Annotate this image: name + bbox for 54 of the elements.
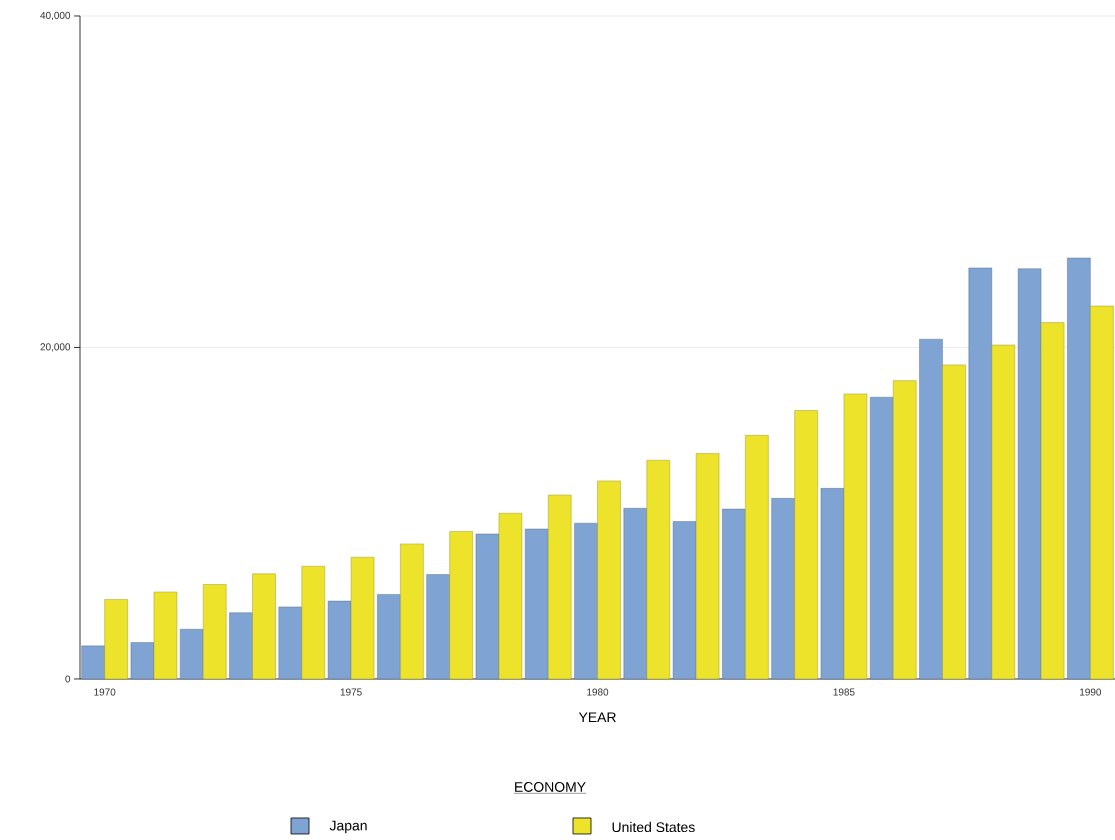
- bar: [525, 528, 549, 680]
- bar: [1040, 322, 1065, 680]
- legend-label: United States: [612, 821, 695, 833]
- bar: [498, 513, 523, 680]
- bar: [574, 522, 598, 680]
- bar: [745, 435, 769, 680]
- bar: [1090, 305, 1114, 680]
- legend-label: Japan: [329, 820, 367, 834]
- bar: [426, 574, 450, 680]
- x-axis-title: YEAR: [578, 712, 616, 722]
- bar: [597, 480, 621, 680]
- y-tick-label: 40,000: [40, 11, 71, 21]
- bar: [695, 453, 720, 680]
- bar: [1017, 268, 1042, 680]
- bar: [843, 393, 868, 680]
- bar: [991, 344, 1015, 680]
- bar: [623, 508, 647, 680]
- bar: [722, 508, 746, 680]
- x-tick-label: 1970: [94, 688, 116, 696]
- bar: [870, 397, 894, 680]
- bar: [153, 591, 178, 680]
- bar: [278, 606, 302, 680]
- bar: [252, 573, 276, 680]
- bar: [203, 584, 227, 680]
- bar: [968, 267, 992, 680]
- bar: [130, 642, 155, 680]
- x-tick-label: 1985: [833, 688, 855, 696]
- x-tick-label: 1980: [587, 688, 609, 696]
- legend-title: ECONOMY: [515, 782, 586, 792]
- bar: [449, 531, 473, 680]
- y-tick-label: 0: [65, 675, 71, 683]
- bar: [820, 488, 845, 680]
- bar: [672, 521, 697, 680]
- bar: [919, 339, 943, 680]
- bar: [1067, 257, 1091, 680]
- bar: [794, 410, 818, 680]
- bar: [81, 645, 105, 680]
- bar: [771, 498, 795, 680]
- bar: [350, 556, 375, 680]
- bar: [646, 459, 670, 680]
- bar: [548, 494, 572, 680]
- bar: [104, 599, 128, 680]
- x-tick-label: 1990: [1080, 688, 1102, 696]
- bar: [327, 600, 352, 680]
- bar: [893, 380, 917, 680]
- bar: [475, 533, 500, 680]
- bar: [400, 543, 424, 680]
- x-tick-label: 1975: [340, 688, 362, 696]
- bar: [942, 364, 966, 680]
- bar: [180, 629, 204, 680]
- bar: [301, 566, 325, 680]
- bar: [377, 594, 401, 680]
- y-tick-label: 20,000: [40, 343, 71, 352]
- bar: [229, 612, 253, 680]
